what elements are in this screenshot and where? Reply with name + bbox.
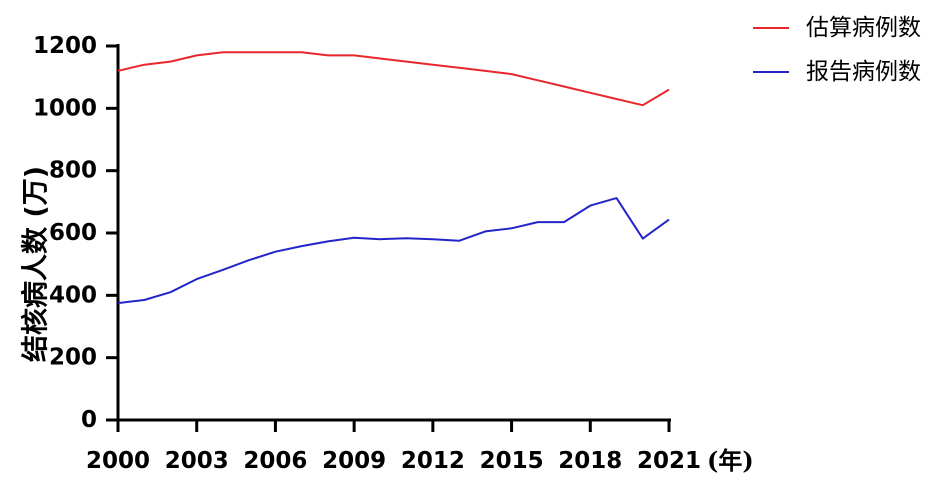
series-line-1 [117,51,670,107]
series-line-2 [117,197,670,305]
x-tick-label: 2003 [165,448,229,474]
x-tick-label: 2021 [637,448,701,474]
y-tick-label: 600 [49,220,97,246]
y-tick-label: 200 [49,345,97,371]
legend-label-1: 估算病例数 [806,15,921,41]
y-axis-title: 结核病人数 (万) [20,166,52,362]
legend-label-2: 报告病例数 [806,59,921,85]
x-tick-label: 2006 [243,448,307,474]
x-ticks: 2000 2003 2006 2009 2012 2015 2018 2021 [86,420,701,474]
y-tick-label: 400 [49,282,97,308]
x-tick-label: 2018 [558,448,622,474]
series-layer [117,51,670,305]
x-axis-unit-label: (年) [707,446,754,475]
x-tick-label: 2015 [480,448,544,474]
x-tick-label: 2012 [401,448,465,474]
y-tick-label: 1000 [33,95,97,121]
y-ticks: 0 200 400 600 800 1000 1200 [33,33,118,433]
y-tick-label: 1200 [33,33,97,59]
x-tick-label: 2000 [86,448,150,474]
y-tick-label: 0 [81,407,97,433]
x-tick-label: 2009 [322,448,386,474]
y-tick-label: 800 [49,158,97,184]
